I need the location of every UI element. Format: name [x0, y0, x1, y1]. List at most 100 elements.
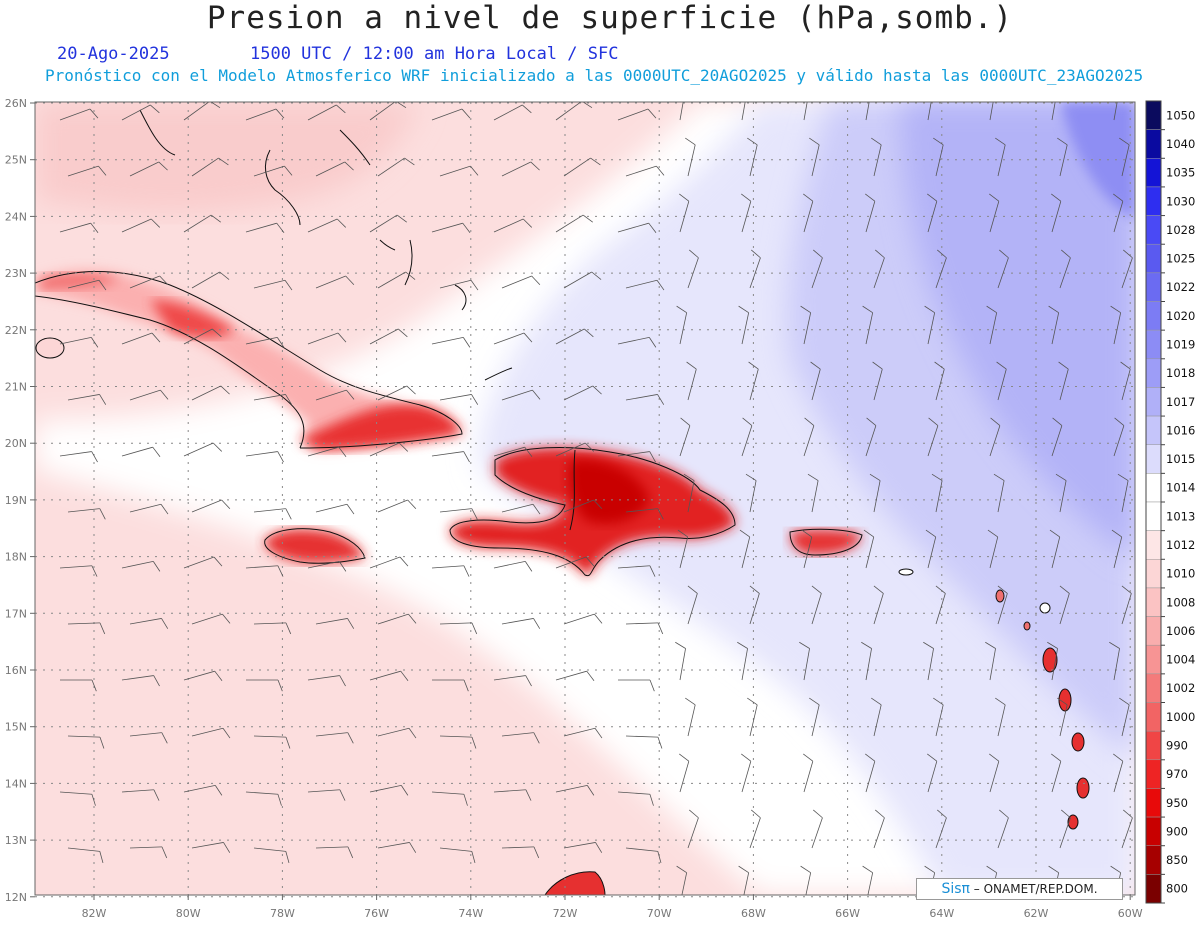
- colorbar-swatch: [1145, 158, 1162, 188]
- wind-barb: [183, 784, 223, 796]
- wind-barb: [927, 417, 939, 457]
- colorbar-label: 1015: [1166, 452, 1195, 466]
- wind-barb: [687, 809, 699, 849]
- wind-barb: [59, 451, 98, 463]
- colorbar-swatch: [1145, 616, 1162, 646]
- wind-barb: [989, 417, 1001, 457]
- pressure-field: [35, 102, 1135, 895]
- longitude-label: 72W: [553, 907, 578, 920]
- wind-barb: [687, 249, 699, 289]
- wind-barb: [749, 585, 760, 625]
- wind-barb: [315, 846, 354, 859]
- wind-barb: [676, 305, 688, 345]
- latitude-label: 24N: [5, 210, 27, 223]
- colorbar-swatch: [1145, 415, 1162, 445]
- colorbar-label: 1020: [1166, 309, 1195, 323]
- wind-barb: [67, 735, 105, 749]
- colorbar-swatch: [1145, 845, 1162, 875]
- wind-barb: [129, 275, 169, 289]
- wind-barb: [129, 389, 169, 401]
- colorbar-label: 970: [1166, 767, 1188, 781]
- longitude-label: 76W: [364, 907, 389, 920]
- wind-barb: [121, 675, 160, 687]
- wind-barb: [501, 732, 540, 744]
- wind-barb: [997, 809, 1009, 849]
- wind-barb: [686, 361, 697, 401]
- wind-barb: [989, 753, 1000, 793]
- wind-barb: [1109, 641, 1120, 681]
- wind-barb: [501, 161, 540, 177]
- latitude-label: 19N: [5, 494, 27, 507]
- wind-barb: [253, 394, 293, 405]
- colorbar-swatch: [1145, 243, 1162, 274]
- longitude-axis: 82W 80W 78W 76W 74W 72W 70W 68W 66W 64W 62W 60W: [82, 907, 1143, 920]
- wind-barb: [439, 735, 477, 749]
- colorbar-label: 1012: [1166, 538, 1195, 552]
- wind-barb: [803, 193, 814, 233]
- wind-barb: [625, 508, 664, 520]
- bahamas-outlines: [139, 109, 513, 381]
- colorbar-label: 1008: [1166, 595, 1195, 609]
- wind-barb: [308, 904, 344, 915]
- wind-barb: [873, 809, 885, 849]
- wind-barb: [1121, 585, 1132, 625]
- colorbar-swatch: [1145, 301, 1162, 331]
- wind-barb: [1120, 361, 1131, 401]
- wind-barb: [741, 102, 746, 121]
- wind-barb: [997, 585, 1008, 625]
- wind-barb: [439, 508, 478, 520]
- colorbar-label: 1030: [1166, 194, 1195, 208]
- colorbar-swatch: [1145, 387, 1162, 417]
- wind-barb: [685, 137, 696, 177]
- wind-barb: [862, 305, 874, 345]
- colorbar-swatch: [1145, 702, 1162, 732]
- wind-barb: [183, 670, 223, 681]
- wind-barb: [501, 618, 541, 629]
- latitude-label: 16N: [5, 664, 27, 677]
- wind-barb: [563, 727, 603, 739]
- wind-barb: [129, 846, 168, 859]
- wind-barb: [253, 847, 290, 864]
- wind-barb: [245, 451, 284, 463]
- wind-barb: [741, 193, 752, 233]
- wind-barb: [369, 328, 408, 345]
- colorbar-label: 1000: [1166, 710, 1195, 724]
- colorbar-swatch: [1145, 129, 1162, 159]
- forecast-time: 1500 UTC / 12:00 am Hora Local / SFC: [250, 44, 619, 64]
- colorbar-label: 1028: [1166, 223, 1195, 237]
- wind-barb: [67, 622, 106, 635]
- wind-barb: [432, 679, 469, 692]
- wind-barb: [555, 442, 595, 457]
- wind-barb: [865, 417, 877, 457]
- wind-barb: [809, 137, 820, 177]
- latitude-label: 25N: [5, 154, 27, 167]
- hispaniola-landmass: [449, 447, 736, 577]
- colorbar-label: 1040: [1166, 137, 1195, 151]
- wind-barb: [431, 336, 471, 348]
- colorbar-swatch: [1145, 100, 1162, 130]
- wind-barb: [245, 791, 282, 806]
- wind-barb: [748, 361, 759, 401]
- wind-barb: [739, 529, 751, 569]
- colorbar-swatch: [1145, 215, 1162, 245]
- longitude-label: 70W: [647, 907, 672, 920]
- wind-barb: [60, 679, 97, 692]
- colorbar-swatch: [1145, 874, 1162, 904]
- wind-barb: [863, 529, 875, 569]
- colorbar-label: 1050: [1166, 108, 1195, 122]
- wind-barb: [307, 332, 347, 345]
- wind-barb: [923, 641, 934, 681]
- wind-barb: [803, 417, 815, 457]
- latitude-label: 18N: [5, 551, 27, 564]
- wind-barb: [121, 332, 161, 345]
- colorbar-swatch: [1145, 272, 1162, 302]
- wind-barb: [315, 275, 355, 289]
- wind-barb: [67, 394, 107, 405]
- wind-barb: [493, 789, 532, 801]
- wind-barb: [925, 529, 937, 569]
- wind-barb: [191, 727, 231, 739]
- wind-barb: [1051, 417, 1063, 457]
- wind-barb: [191, 271, 230, 289]
- credit-text: – ONAMET/REP.DOM.: [969, 882, 1098, 896]
- wind-barb: [183, 214, 221, 233]
